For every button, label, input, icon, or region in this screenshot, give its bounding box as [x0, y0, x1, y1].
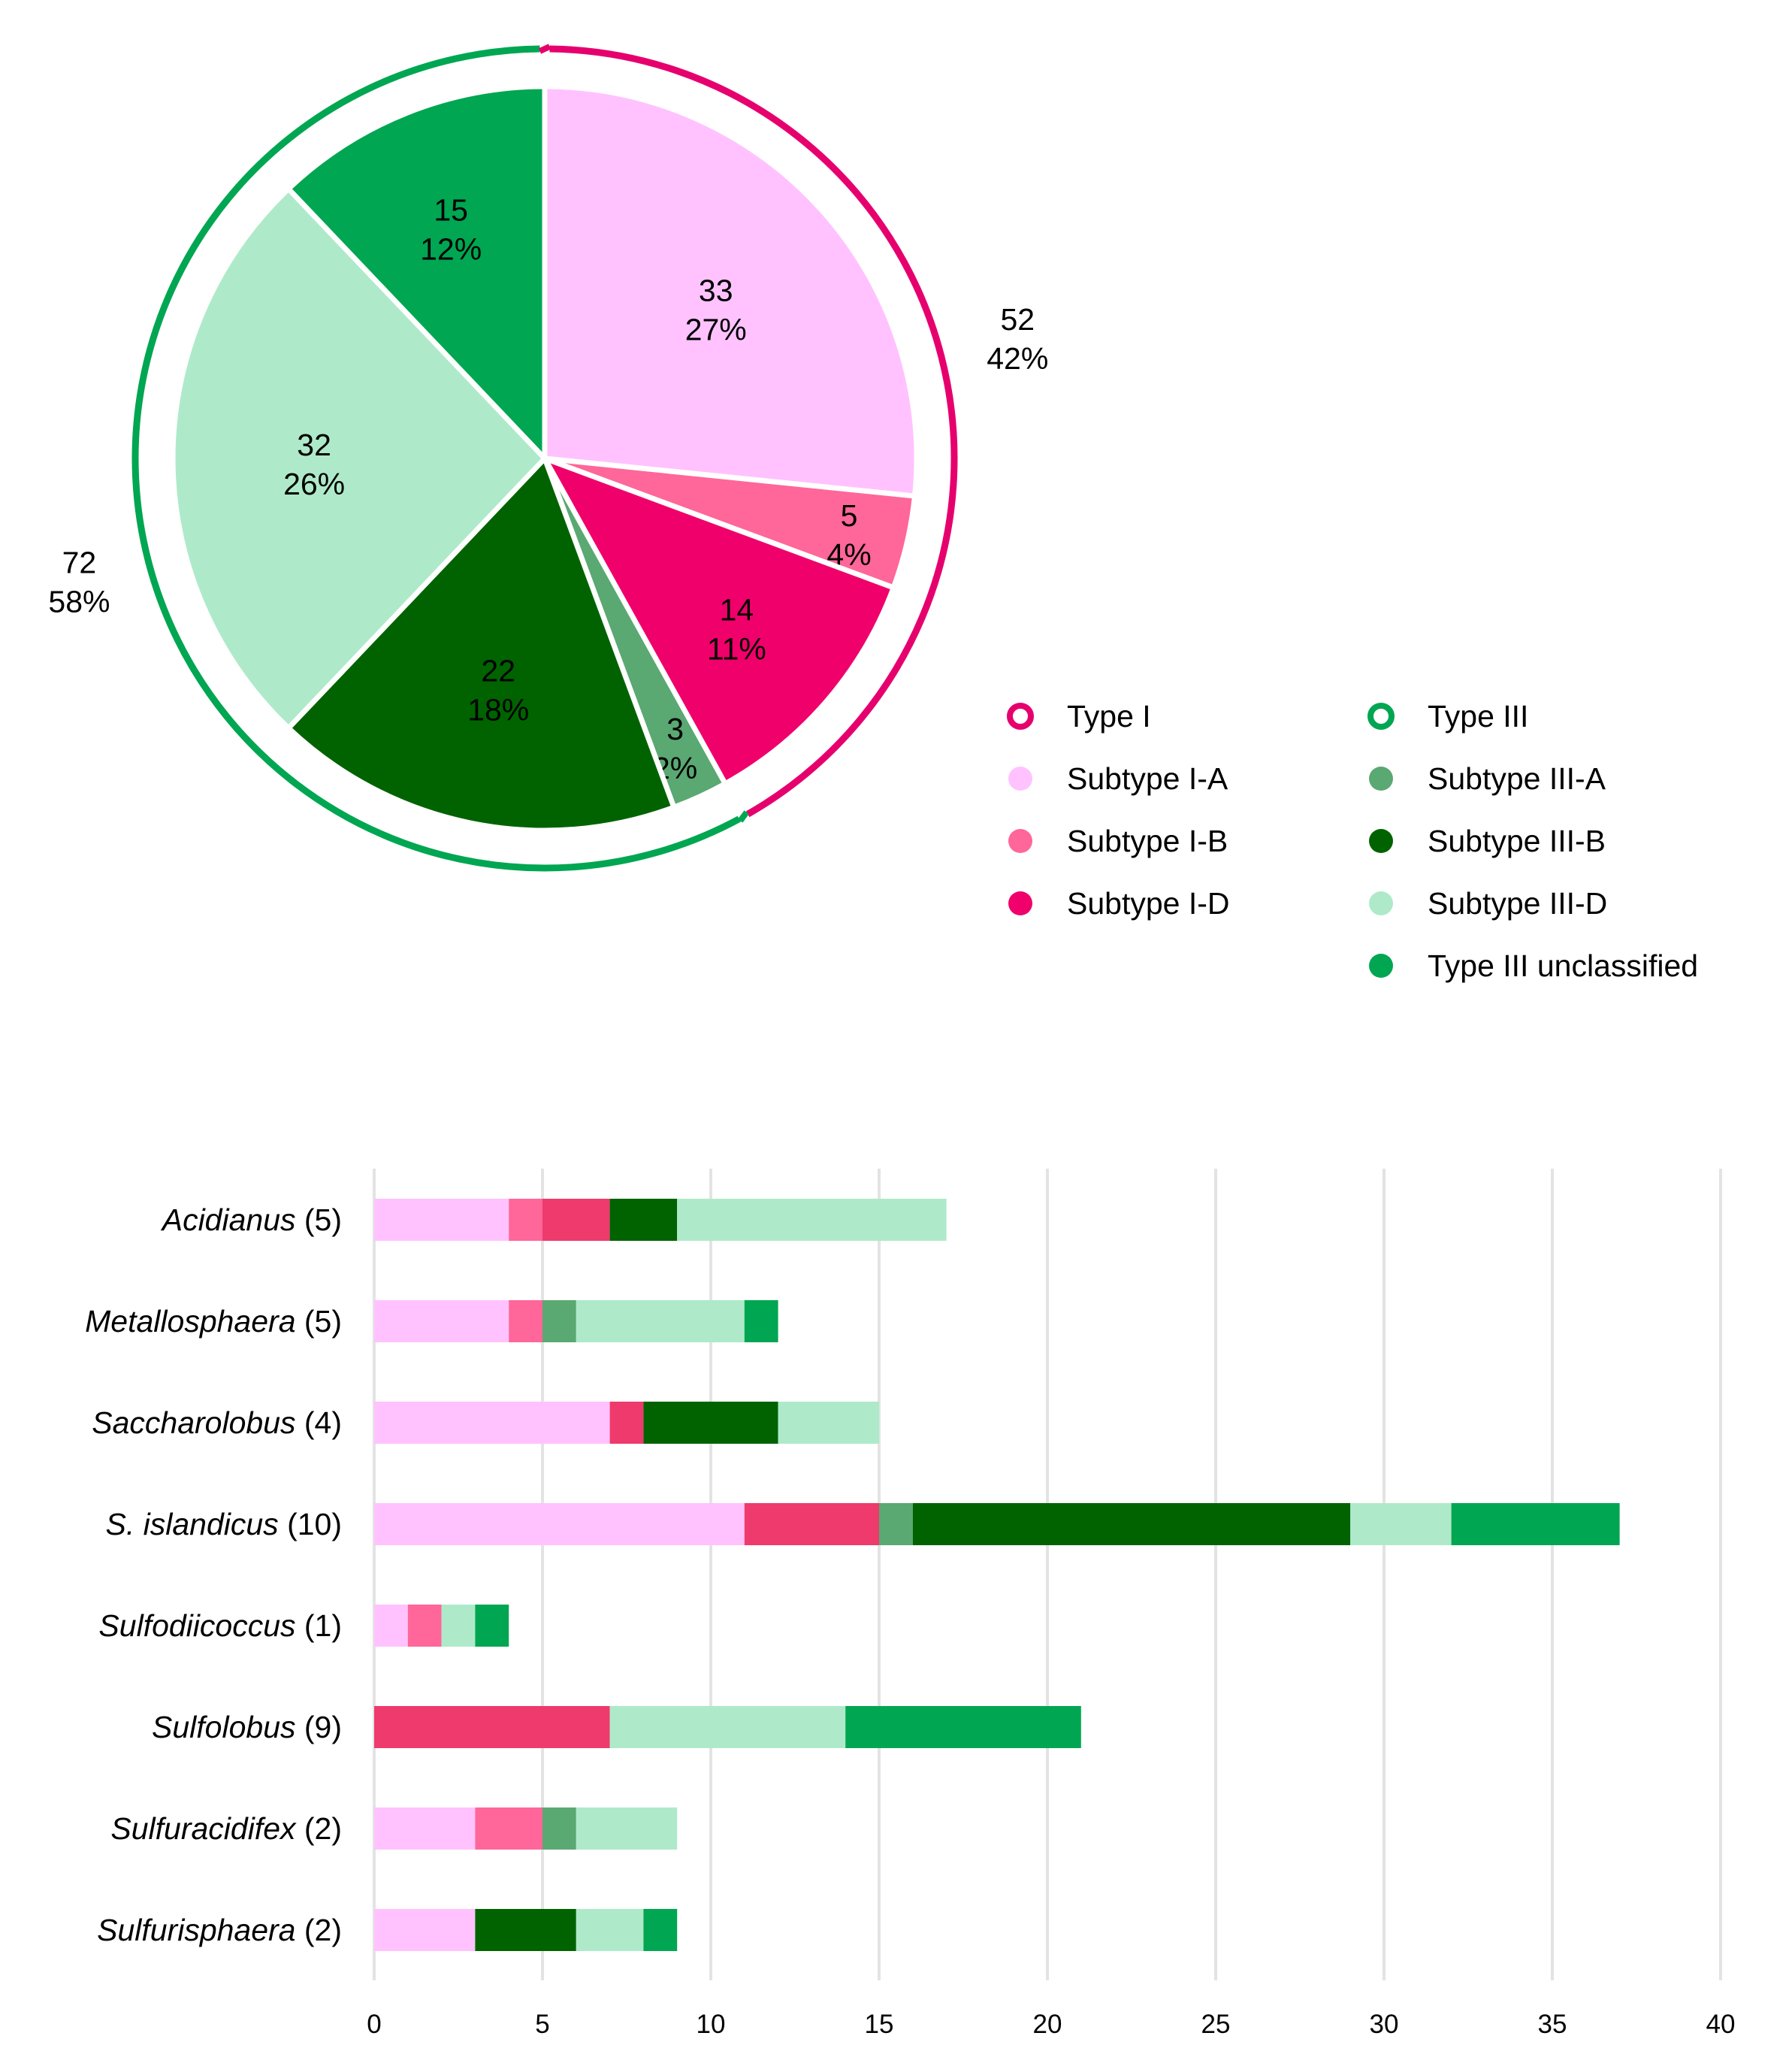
pie-slice-label-id: 14 11% — [707, 592, 766, 666]
pie-slice-iiib — [286, 455, 677, 833]
bar-segment-saccharolobus-iiib — [643, 1402, 778, 1444]
legend-marker-iiib — [1369, 829, 1393, 853]
bar-segment-sulfodiicoccus-iiiu — [475, 1605, 509, 1647]
legend-marker-type_iii — [1367, 703, 1395, 730]
legend-label-id: Subtype I-D — [1067, 886, 1230, 921]
bar-segment-metallosphaera-ib — [509, 1300, 542, 1342]
pie-slice-iiiu — [286, 83, 548, 461]
bar-segment-sulfurisphaera-iiiu — [643, 1909, 678, 1951]
bar-segment-saccharolobus-iiid — [778, 1402, 879, 1444]
legend-marker-ib — [1008, 829, 1032, 853]
bar-segment-metallosphaera-iiid — [576, 1300, 745, 1342]
bar-segment-sulfuracidifex-ib — [475, 1807, 542, 1850]
bar-segment-sulfolobus-iiiu — [845, 1706, 1081, 1748]
group-ring-junction-type_iii — [538, 44, 552, 54]
x-tick-label-5: 5 — [535, 2010, 549, 2039]
category-label: S. islandicus (10) — [106, 1507, 342, 1541]
x-tick-label-25: 25 — [1201, 2010, 1231, 2039]
legend-label-ib: Subtype I-B — [1067, 824, 1228, 858]
legend-label-iiid: Subtype III-D — [1428, 886, 1607, 921]
bar-segment-sulfurisphaera-iiid — [576, 1909, 644, 1951]
bar-segment-sislandicus-id — [744, 1503, 879, 1545]
bar-segment-acidianus-ib — [509, 1199, 542, 1241]
bar-segment-sulfuracidifex-iiia — [542, 1807, 576, 1850]
legend-marker-type_i — [1007, 703, 1034, 730]
pie-legend: Type I Subtype I-A Subtype I-B Subtype I-D T… — [1007, 699, 1698, 983]
bar-segment-sulfuracidifex-iiid — [576, 1807, 678, 1850]
category-label: Acidianus (5) — [160, 1202, 342, 1237]
x-tick-label-15: 15 — [865, 2010, 894, 2039]
bar-segment-acidianus-iiib — [609, 1199, 678, 1241]
pie-slice-id — [542, 455, 896, 787]
legend-label-type_i: Type I — [1067, 699, 1151, 734]
bar-segment-saccharolobus-id — [609, 1402, 644, 1444]
category-label: Sulfolobus (9) — [152, 1710, 342, 1744]
group-ring-junction-type_i — [737, 810, 749, 823]
legend-label-iiiu: Type III unclassified — [1428, 948, 1698, 983]
bar-segment-sislandicus-iiid — [1350, 1503, 1452, 1545]
bar-segment-acidianus-ia — [374, 1199, 509, 1241]
legend-label-ia: Subtype I-A — [1067, 761, 1228, 796]
bar-segment-metallosphaera-iiiu — [744, 1300, 778, 1342]
category-label: Sulfodiicoccus (1) — [98, 1608, 342, 1643]
bar-segment-sulfodiicoccus-ia — [374, 1605, 408, 1647]
x-tick-label-10: 10 — [697, 2010, 726, 2039]
pie-slice-ia — [542, 83, 920, 499]
legend-label-iiib: Subtype III-B — [1428, 824, 1606, 858]
bar-segment-sulfodiicoccus-iiid — [441, 1605, 476, 1647]
x-tick-label-40: 40 — [1706, 2010, 1736, 2039]
legend-marker-iiia — [1369, 767, 1393, 791]
legend-marker-id — [1008, 891, 1032, 915]
x-tick-label-0: 0 — [367, 2010, 381, 2039]
group-ring-type_i — [549, 45, 958, 818]
bar-segment-metallosphaera-iiia — [542, 1300, 576, 1342]
bar-segment-sulfolobus-iiid — [609, 1706, 846, 1748]
stacked-bar-chart: 0 5 10 15 20 25 30 35 40 Acidianus (5) Metallospha… — [85, 1169, 1735, 2039]
bar-segment-sulfurisphaera-ia — [374, 1909, 476, 1951]
category-label: Sulfurisphaera (2) — [97, 1913, 342, 1947]
bar-segment-metallosphaera-ia — [374, 1300, 509, 1342]
group-label-type_iii: 72 58% — [48, 545, 110, 619]
bar-segment-sulfurisphaera-iiib — [475, 1909, 576, 1951]
group-ring-type_iii — [131, 45, 741, 872]
x-tick-label-20: 20 — [1033, 2010, 1062, 2039]
category-label: Sulfuracidifex (2) — [110, 1811, 342, 1846]
legend-marker-iiiu — [1369, 954, 1393, 978]
pie-slice-label-iiib: 22 18% — [467, 654, 529, 728]
bar-segment-sislandicus-ia — [374, 1503, 745, 1545]
legend-label-iiia: Subtype III-A — [1428, 761, 1606, 796]
bar-segment-sislandicus-iiiu — [1451, 1503, 1620, 1545]
bar-segment-acidianus-iiid — [677, 1199, 947, 1241]
pie-chart: 33 27%5 4%14 11%3 2%22 18%32 26%15 12%52 42%72 58… — [48, 44, 1048, 872]
bar-segment-sislandicus-iiia — [879, 1503, 913, 1545]
pie-slice-iiid — [170, 186, 548, 731]
legend-label-type_iii: Type III — [1428, 699, 1528, 734]
category-label: Saccharolobus (4) — [92, 1405, 342, 1440]
x-tick-label-30: 30 — [1370, 2010, 1399, 2039]
bar-segment-sulfolobus-id — [374, 1706, 610, 1748]
group-label-type_i: 52 42% — [987, 302, 1048, 376]
bar-segment-sislandicus-iiib — [912, 1503, 1351, 1545]
pie-slice-label-iiiu: 15 12% — [420, 192, 482, 266]
legend-marker-iiid — [1369, 891, 1393, 915]
pie-slice-label-iiid: 32 26% — [283, 428, 345, 501]
bar-segment-sulfodiicoccus-ib — [407, 1605, 442, 1647]
category-label: Metallosphaera (5) — [85, 1304, 342, 1339]
legend-marker-ia — [1008, 767, 1032, 791]
bar-segment-saccharolobus-ia — [374, 1402, 610, 1444]
bar-segment-sulfuracidifex-ia — [374, 1807, 476, 1850]
x-tick-label-35: 35 — [1538, 2010, 1567, 2039]
bar-segment-acidianus-id — [542, 1199, 610, 1241]
pie-slice-label-ia: 33 27% — [685, 273, 747, 346]
